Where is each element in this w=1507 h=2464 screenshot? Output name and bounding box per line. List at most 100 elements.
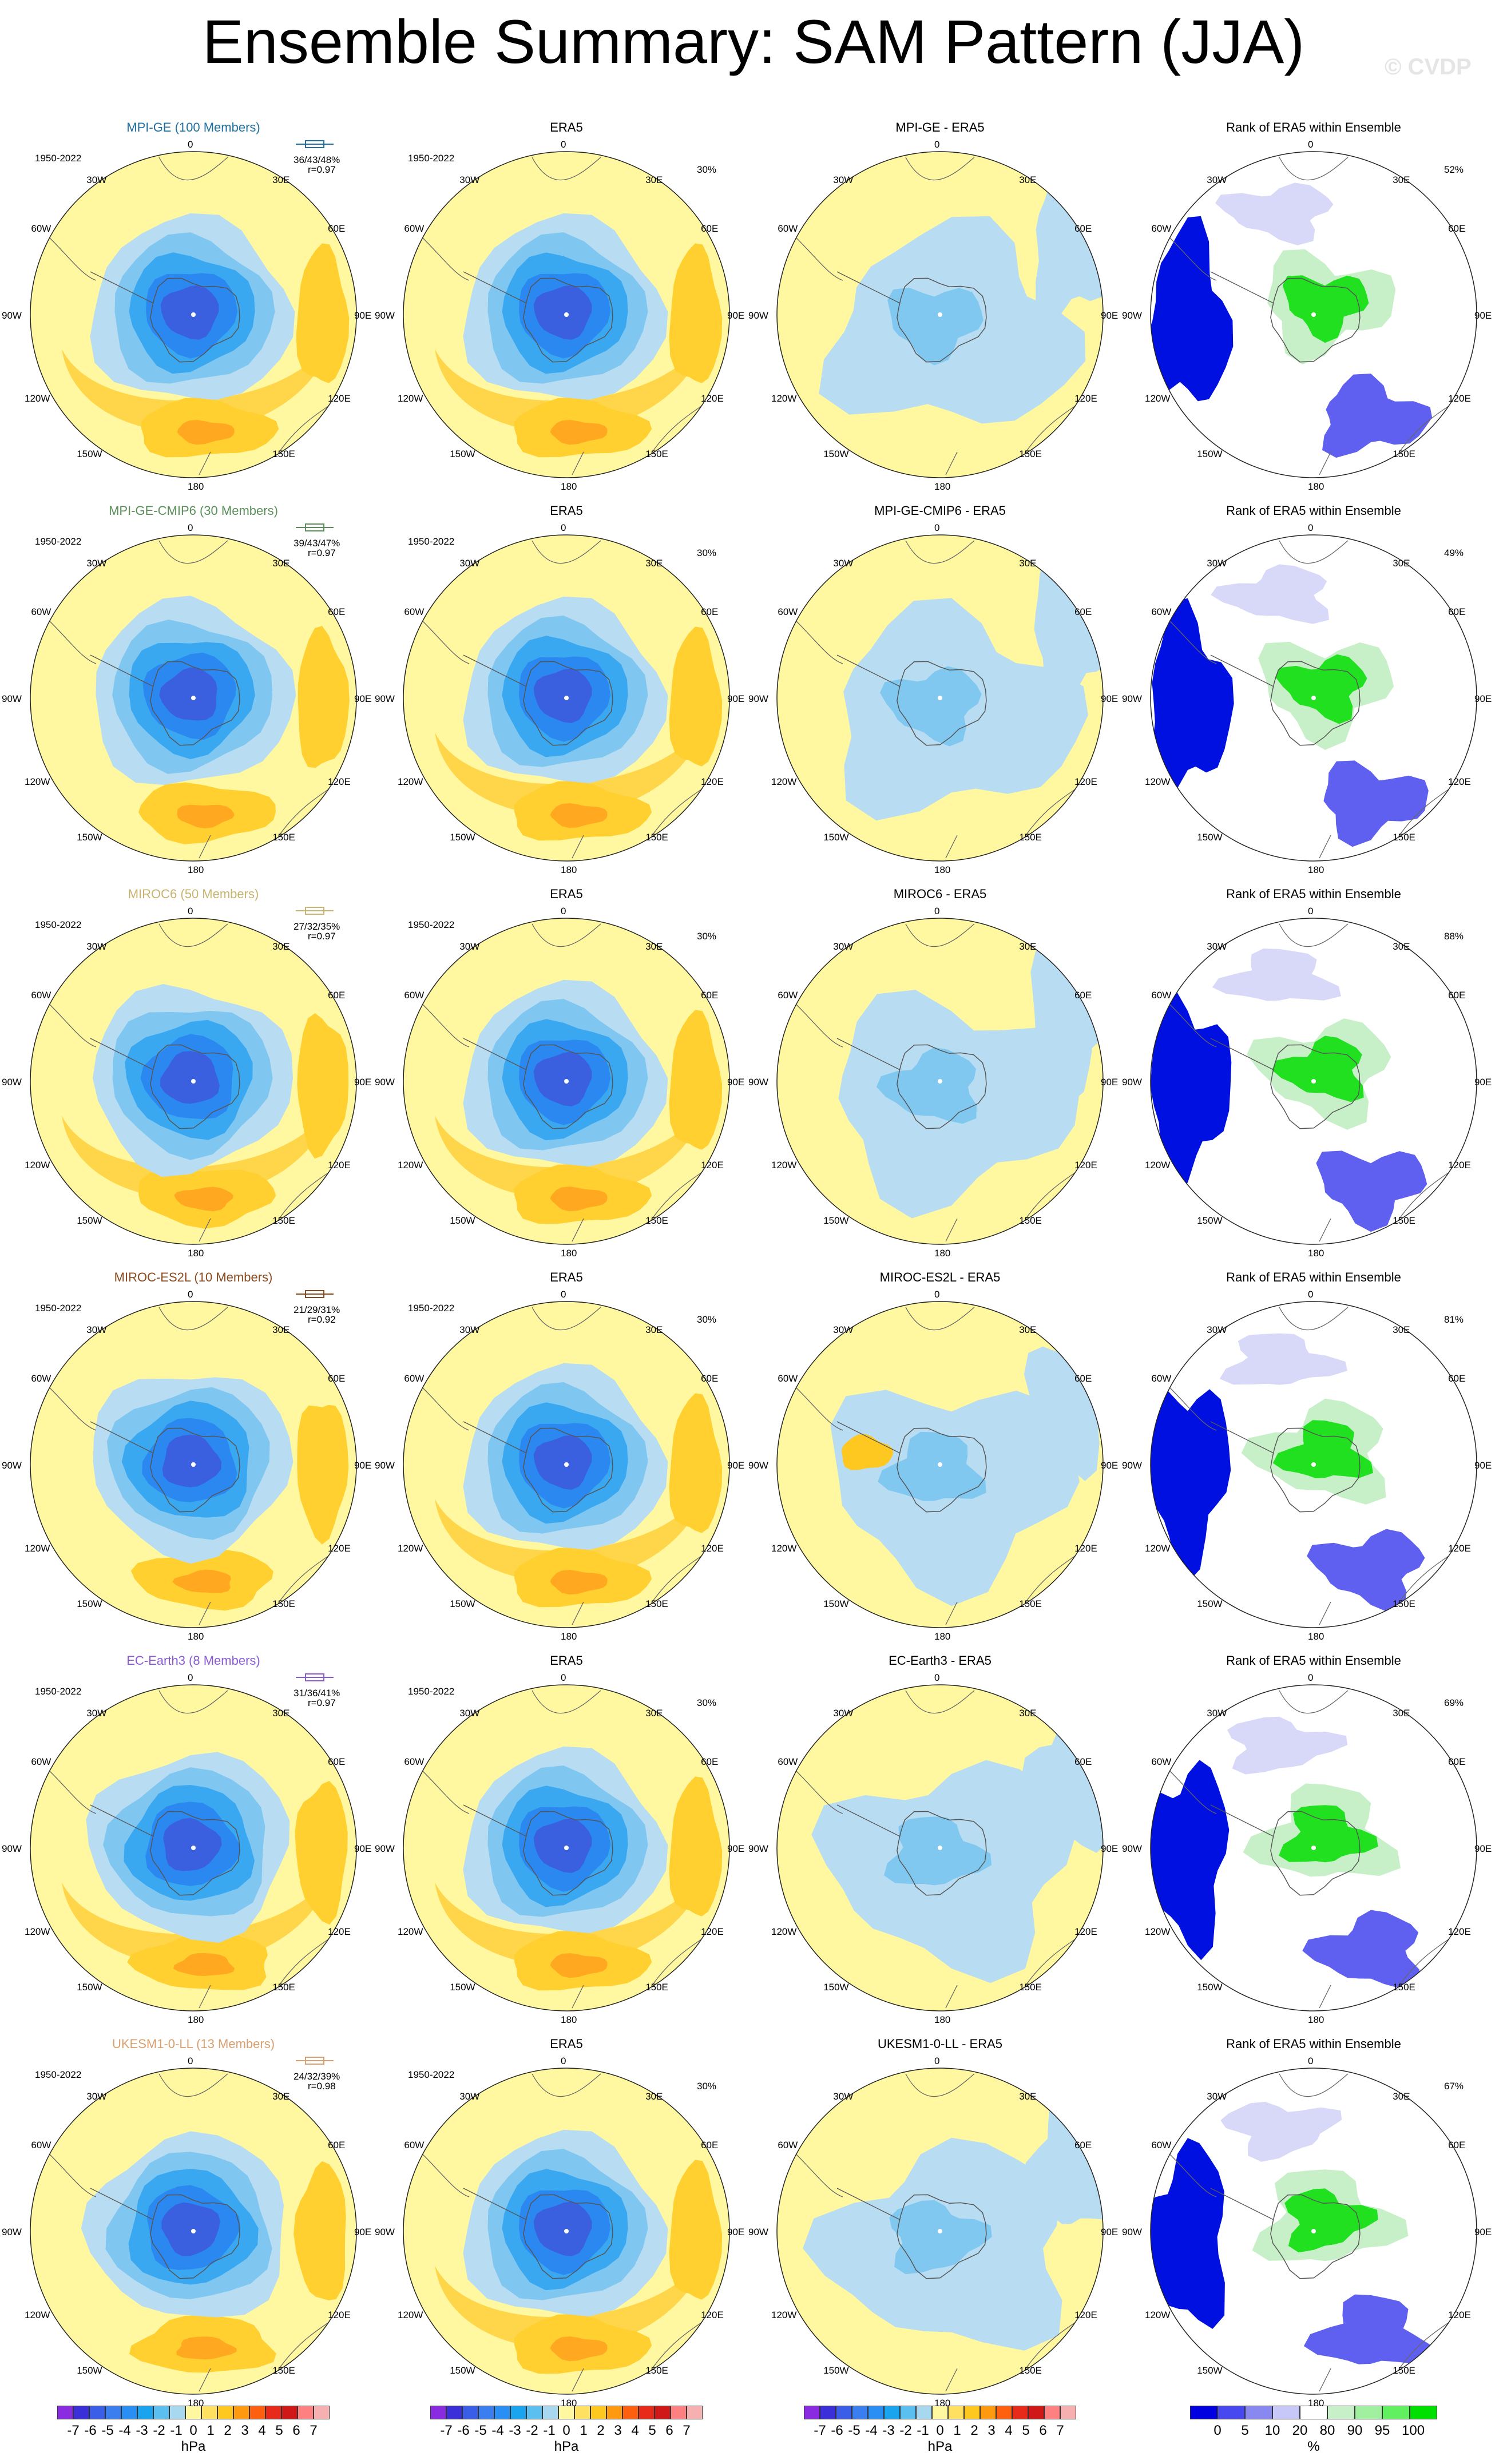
longitude-label: 60W bbox=[31, 990, 51, 1001]
hpa-colorbar-swatch bbox=[217, 2406, 233, 2419]
longitude-label: 120W bbox=[25, 392, 50, 404]
hpa-colorbar-swatch bbox=[622, 2406, 639, 2419]
hpa-colorbar-tick-label: -5 bbox=[474, 2423, 487, 2438]
longitude-label: 90W bbox=[375, 1843, 395, 1854]
hpa-colorbar-swatch bbox=[281, 2406, 298, 2419]
pole-marker bbox=[1311, 1079, 1316, 1084]
pattern-stats: 27/32/35% bbox=[294, 921, 340, 932]
longitude-label: 150E bbox=[272, 448, 295, 459]
hpa-colorbar-swatch bbox=[430, 2406, 446, 2419]
new-zealand-outline bbox=[199, 1601, 211, 1625]
hpa-colorbar-swatch bbox=[804, 2406, 820, 2419]
new-zealand-outline bbox=[199, 835, 211, 859]
antarctica-outline bbox=[150, 1427, 240, 1513]
longitude-label: 0 bbox=[934, 906, 940, 916]
map-border bbox=[30, 1301, 357, 1628]
longitude-label: 150E bbox=[1019, 831, 1042, 843]
longitude-label: 30E bbox=[645, 174, 663, 185]
longitude-label: 150W bbox=[450, 831, 475, 843]
ensemble-spread-icon bbox=[294, 1672, 336, 1683]
pole-marker bbox=[938, 696, 942, 700]
africa-outline bbox=[1279, 1307, 1349, 1331]
longitude-label: 90E bbox=[1101, 2227, 1119, 2237]
antarctica-outline bbox=[523, 2194, 613, 2279]
hpa-colorbar-swatch bbox=[1044, 2406, 1060, 2419]
map-border bbox=[1150, 1684, 1477, 2011]
hpa-colorbar-tick-label: 1 bbox=[207, 2423, 215, 2438]
longitude-label: 150W bbox=[450, 1981, 475, 1993]
rank-pct: 49% bbox=[1444, 547, 1464, 558]
hpa-colorbar-tick-label: 6 bbox=[292, 2423, 300, 2438]
longitude-label: 60E bbox=[1448, 1373, 1466, 1384]
longitude-label: 150E bbox=[1019, 1598, 1042, 1609]
longitude-label: 60E bbox=[1074, 1373, 1092, 1384]
rank-pct: 67% bbox=[1444, 2081, 1464, 2092]
longitude-label: 90E bbox=[1101, 1077, 1119, 1088]
map-border bbox=[1150, 1301, 1477, 1628]
ensemble-spread-icon bbox=[294, 906, 336, 916]
longitude-label: 90W bbox=[1122, 1843, 1142, 1854]
rank-colorbar-tick-label: 0 bbox=[1213, 2423, 1222, 2438]
longitude-label: 180 bbox=[1308, 864, 1324, 875]
map-border bbox=[403, 151, 730, 478]
era5-title: ERA5 bbox=[550, 2037, 583, 2051]
longitude-label: 120E bbox=[1448, 2309, 1471, 2320]
longitude-label: 30E bbox=[272, 941, 290, 952]
longitude-label: 150E bbox=[1019, 2364, 1042, 2376]
rank-colorbar-tick-label: 95 bbox=[1374, 2423, 1390, 2438]
hpa-colorbar-swatch bbox=[655, 2406, 671, 2419]
longitude-label: 0 bbox=[1308, 522, 1314, 533]
hpa-colorbar-tick-label: -4 bbox=[491, 2423, 504, 2438]
hpa-colorbar-swatch bbox=[868, 2406, 884, 2419]
era5-map bbox=[403, 1301, 730, 1628]
antarctica-outline bbox=[150, 1811, 240, 1896]
longitude-label: 120W bbox=[1145, 1159, 1171, 1171]
hpa-colorbar-tick-label: 2 bbox=[224, 2423, 232, 2438]
rank-pct: 81% bbox=[1444, 1314, 1464, 1325]
pole-marker bbox=[938, 312, 942, 317]
map-border bbox=[403, 1301, 730, 1628]
hpa-colorbar-tick-label: -5 bbox=[101, 2423, 114, 2438]
longitude-label: 150E bbox=[1019, 1981, 1042, 1993]
era5-title: ERA5 bbox=[550, 887, 583, 901]
new-zealand-outline bbox=[572, 835, 584, 859]
africa-outline bbox=[1279, 923, 1349, 947]
hpa-colorbar-tick-label: 2 bbox=[597, 2423, 605, 2438]
new-zealand-outline bbox=[1319, 835, 1331, 859]
longitude-label: 30W bbox=[833, 1707, 854, 1719]
map-border bbox=[1150, 534, 1477, 862]
longitude-label: 0 bbox=[934, 1289, 940, 1300]
hpa-colorbar-swatch bbox=[852, 2406, 868, 2419]
rank-colorbar-swatch bbox=[1300, 2406, 1327, 2419]
period-label: 1950-2022 bbox=[408, 919, 455, 930]
longitude-label: 60E bbox=[328, 606, 346, 618]
longitude-label: 60E bbox=[701, 223, 719, 235]
longitude-label: 120W bbox=[398, 1542, 423, 1554]
longitude-label: 30W bbox=[1207, 2090, 1227, 2102]
period-label: 1950-2022 bbox=[408, 1686, 455, 1697]
longitude-label: 120E bbox=[1074, 1542, 1097, 1554]
longitude-label: 0 bbox=[188, 906, 193, 916]
diff-map bbox=[776, 151, 1104, 478]
longitude-label: 150E bbox=[645, 448, 668, 459]
longitude-label: 60W bbox=[778, 2140, 798, 2151]
longitude-label: 30E bbox=[645, 941, 663, 952]
longitude-label: 180 bbox=[188, 2014, 204, 2025]
antarctica-outline bbox=[1270, 2194, 1361, 2279]
longitude-label: 90W bbox=[2, 1077, 22, 1088]
longitude-label: 120E bbox=[1074, 776, 1097, 787]
longitude-label: 120E bbox=[328, 1159, 351, 1171]
pole-marker bbox=[1311, 2229, 1316, 2233]
pole-marker bbox=[1311, 1846, 1316, 1850]
pattern-pct: 30% bbox=[697, 164, 717, 175]
longitude-label: 90E bbox=[354, 1843, 372, 1854]
era5-title: ERA5 bbox=[550, 120, 583, 134]
longitude-label: 150W bbox=[1197, 1981, 1223, 1993]
longitude-label: 30W bbox=[1207, 1324, 1227, 1335]
rank-colorbar-swatch bbox=[1327, 2406, 1355, 2419]
longitude-label: 150W bbox=[823, 831, 849, 843]
era5-map bbox=[403, 918, 730, 1245]
longitude-label: 90E bbox=[727, 2227, 745, 2237]
longitude-label: 60W bbox=[1151, 606, 1172, 618]
longitude-label: 60E bbox=[1074, 2140, 1092, 2151]
